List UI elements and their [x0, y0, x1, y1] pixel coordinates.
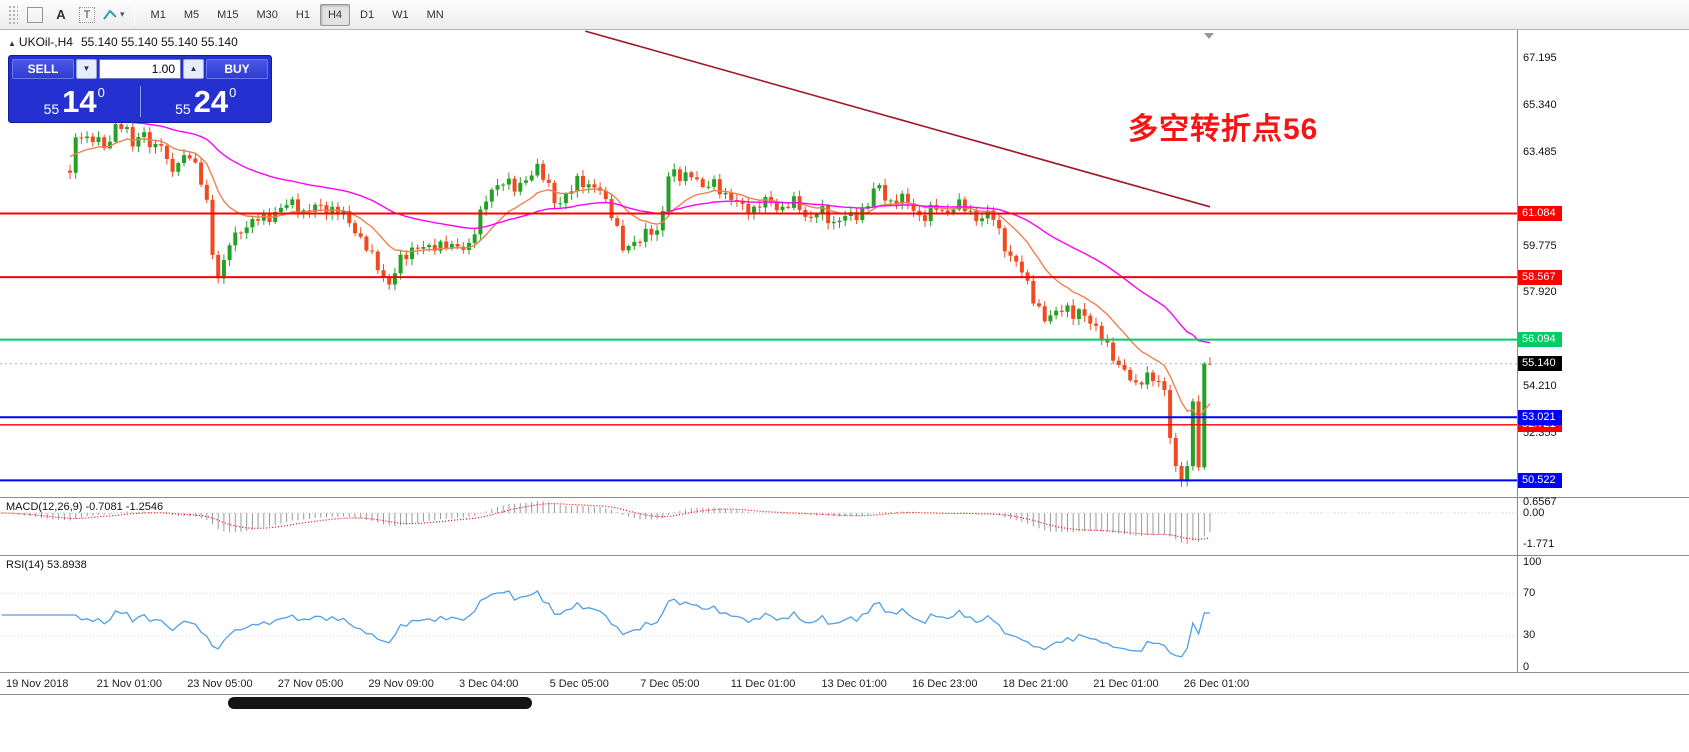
price-tag-56.094: 56.094: [1518, 332, 1562, 348]
time-axis[interactable]: 19 Nov 2018 21 Nov 01:00 23 Nov 05:00 27 No…: [0, 672, 1689, 695]
boxed-t-icon: T: [79, 6, 95, 23]
bottom-area: [0, 695, 1689, 752]
time-axis-label: 26 Dec 01:00: [1183, 678, 1250, 690]
price-axis-label: 65.340: [1523, 98, 1557, 111]
taskbar-dock[interactable]: [228, 697, 532, 709]
trade-price-row: 55 14 0 55 24 0: [9, 81, 271, 122]
macd-axis-label: 0.6567: [1523, 496, 1557, 508]
timeframe-button-mn[interactable]: MN: [426, 8, 444, 21]
buy-price-int: 55: [175, 101, 191, 117]
macd-axis-border: [1517, 498, 1518, 555]
rsi-axis-label: 30: [1523, 629, 1536, 642]
rsi-axis-border: [1517, 556, 1518, 672]
trade-controls-row: SELL ▼ ▲ BUY: [9, 56, 271, 81]
main-chart-panel: ▲ UKOil-,H4 55.140 55.140 55.140 55.140 SE…: [0, 30, 1689, 497]
symbol-name: UKOil-,H4: [18, 35, 73, 49]
toolbar-separator: [133, 4, 135, 25]
shapes-tool-button[interactable]: ▾: [101, 3, 126, 27]
rsi-axis-label: 100: [1523, 556, 1542, 568]
shapes-icon: [103, 8, 117, 20]
rsi-panel: RSI(14) 53.8938 100 70 30 0: [0, 555, 1689, 673]
hatch-tool-button[interactable]: [23, 3, 47, 27]
rsi-header: RSI(14) 53.8938: [6, 559, 87, 571]
buy-price-dec: 24: [193, 84, 229, 119]
timeframe-group: M1 M5 M15 M30 H1 H4 D1 W1 MN: [142, 3, 453, 26]
price-axis-label: 54.210: [1523, 380, 1557, 393]
one-click-trading-panel: SELL ▼ ▲ BUY 55 14 0 55 24: [8, 55, 272, 123]
rsi-axis-label: 70: [1523, 586, 1536, 599]
volume-up-button[interactable]: ▲: [183, 58, 204, 79]
time-axis-label: 23 Nov 05:00: [187, 678, 253, 690]
ohlc-values: 55.140 55.140 55.140 55.140: [80, 35, 238, 49]
time-axis-label: 29 Nov 09:00: [368, 678, 434, 690]
price-axis-label: 59.775: [1523, 239, 1557, 252]
rsi-axis[interactable]: 100 70 30 0: [1518, 556, 1689, 673]
buy-price-pip: 0: [229, 85, 237, 100]
toolbar: A T ▾ M1 M5 M15 M30 H1 H4 D1 W1 MN: [0, 0, 1689, 30]
timeframe-button-m30[interactable]: M30: [256, 8, 278, 21]
time-axis-label: 19 Nov 2018: [6, 678, 69, 690]
time-axis-label: 18 Dec 21:00: [1002, 678, 1069, 690]
sell-price-int: 55: [43, 101, 60, 117]
time-axis-label: 5 Dec 05:00: [549, 678, 609, 690]
time-axis-label: 7 Dec 05:00: [640, 678, 700, 690]
text-label-tool-button[interactable]: A: [49, 3, 73, 27]
timeframe-button-w1[interactable]: W1: [392, 8, 409, 21]
rsi-axis-label: 0: [1523, 661, 1530, 673]
time-axis-label: 13 Dec 01:00: [821, 678, 887, 690]
price-axis[interactable]: 67.195 65.340 63.485 59.775 57.920 54.210 52.3…: [1518, 30, 1689, 497]
macd-header: MACD(12,26,9) -0.7081 -1.2546: [6, 501, 164, 513]
price-tag-55.140: 55.140: [1518, 356, 1562, 372]
timeframe-button-m15[interactable]: M15: [217, 8, 239, 21]
collapse-arrow-icon[interactable]: ▲: [8, 39, 16, 48]
price-tag-58.567: 58.567: [1518, 269, 1562, 285]
toolbar-grip-handle[interactable]: [8, 4, 18, 25]
macd-axis[interactable]: 0.6567 0.00 -1.771: [1518, 496, 1689, 555]
sell-price-dec: 14: [62, 84, 97, 119]
rsi-plot[interactable]: [0, 556, 1517, 673]
price-axis-label: 63.485: [1523, 145, 1557, 158]
time-axis-label: 16 Dec 23:00: [912, 678, 978, 690]
letter-a-icon: A: [56, 7, 66, 22]
volume-down-button[interactable]: ▼: [76, 58, 97, 79]
time-axis-label: 21 Nov 01:00: [96, 678, 163, 690]
price-tag-50.522: 50.522: [1518, 472, 1562, 488]
volume-input[interactable]: [99, 58, 181, 79]
text-box-tool-button[interactable]: T: [75, 3, 99, 27]
price-divider: [139, 86, 141, 117]
buy-button[interactable]: BUY: [206, 58, 268, 79]
chart-annotation: 多空转折点56: [1128, 113, 1319, 146]
sell-price-display[interactable]: 55 14 0: [9, 81, 140, 122]
timeframe-button-m1[interactable]: M1: [150, 8, 166, 21]
time-axis-label: 3 Dec 04:00: [459, 678, 519, 690]
macd-axis-label: 0.00: [1523, 507, 1545, 519]
timeframe-button-m5[interactable]: M5: [183, 8, 200, 21]
dropdown-caret-icon: ▾: [120, 9, 125, 19]
time-axis-label: 21 Dec 01:00: [1093, 678, 1159, 690]
macd-axis-label: -1.771: [1523, 538, 1555, 550]
price-tag-61.084: 61.084: [1518, 206, 1562, 221]
timeframe-button-h4[interactable]: H4: [319, 3, 351, 26]
main-plot[interactable]: [0, 30, 1517, 497]
up-arrow-icon: ▲: [189, 64, 198, 73]
timeframe-button-d1[interactable]: D1: [360, 8, 375, 21]
symbol-header: ▲ UKOil-,H4 55.140 55.140 55.140 55.140: [8, 35, 238, 49]
macd-panel: MACD(12,26,9) -0.7081 -1.2546 0.6567 0.00…: [0, 496, 1689, 556]
time-axis-label: 27 Nov 05:00: [277, 678, 344, 690]
down-arrow-icon: ▼: [82, 64, 91, 73]
sell-button[interactable]: SELL: [12, 58, 74, 79]
timeframe-button-h1[interactable]: H1: [295, 8, 310, 21]
price-axis-label: 67.195: [1523, 52, 1557, 65]
macd-plot[interactable]: [0, 498, 1517, 556]
price-axis-label: 57.920: [1523, 286, 1557, 299]
price-tag-53.021: 53.021: [1518, 409, 1562, 425]
buy-price-display[interactable]: 55 24 0: [141, 81, 272, 122]
price-axis-border: [1517, 30, 1518, 497]
sell-price-pip: 0: [97, 85, 105, 100]
time-axis-label: 11 Dec 01:00: [730, 678, 796, 690]
hatch-grid-icon: [27, 6, 43, 23]
